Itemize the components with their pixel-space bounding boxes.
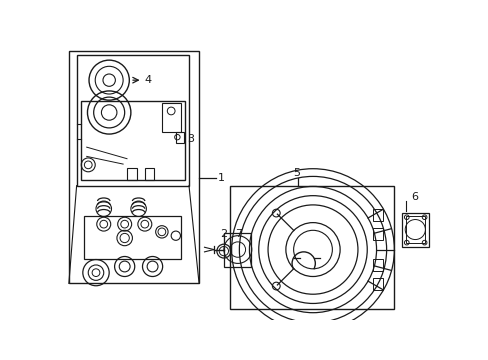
Text: 4: 4 xyxy=(144,75,151,85)
Bar xyxy=(373,259,382,271)
Bar xyxy=(373,228,382,240)
Bar xyxy=(176,132,183,143)
Bar xyxy=(162,103,181,132)
Text: 7: 7 xyxy=(235,229,242,239)
Bar xyxy=(373,209,382,221)
Bar xyxy=(81,101,185,180)
Text: 2: 2 xyxy=(220,229,226,239)
Bar xyxy=(224,233,250,266)
Bar xyxy=(144,168,154,180)
Bar xyxy=(84,216,181,259)
Text: 3: 3 xyxy=(187,134,194,144)
Bar xyxy=(69,51,199,283)
Text: 5: 5 xyxy=(292,167,299,177)
Bar xyxy=(127,168,137,180)
Bar xyxy=(230,186,393,309)
Text: 6: 6 xyxy=(410,192,418,202)
Bar xyxy=(401,213,428,247)
Bar xyxy=(373,278,382,291)
Bar xyxy=(405,216,425,243)
Text: 1: 1 xyxy=(217,173,224,183)
Bar xyxy=(77,55,189,186)
